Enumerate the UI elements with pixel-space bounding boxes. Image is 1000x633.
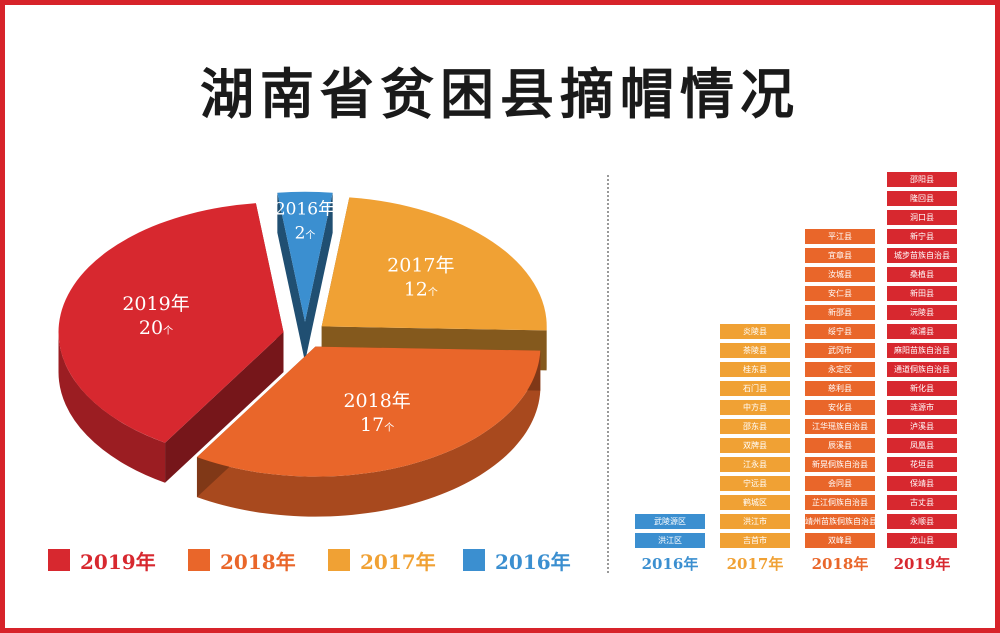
legend-label-2016: 2016年 bbox=[495, 549, 571, 574]
legend-swatch-2016 bbox=[463, 549, 485, 571]
pie-unit-label: 个 bbox=[305, 229, 315, 241]
legend-label-2017: 2017年 bbox=[360, 549, 436, 574]
county-cell: 绥宁县 bbox=[805, 324, 875, 339]
county-cell: 武冈市 bbox=[805, 343, 875, 358]
county-column-year-label: 2019年 bbox=[893, 555, 951, 573]
county-cell: 新宁县 bbox=[887, 229, 957, 244]
pie-slice-2018 bbox=[196, 346, 541, 517]
pie-legend: 2019年 2018年 2017年 2016年 bbox=[48, 543, 588, 577]
county-cell: 邵阳县 bbox=[887, 172, 957, 187]
pie-unit-label: 个 bbox=[163, 325, 173, 337]
legend-swatch-2018 bbox=[188, 549, 210, 571]
county-cell: 邵东县 bbox=[720, 419, 790, 434]
county-cell: 石门县 bbox=[720, 381, 790, 396]
county-cell: 桑植县 bbox=[887, 267, 957, 282]
county-cell: 隆回县 bbox=[887, 191, 957, 206]
legend-item-2019: 2019年 bbox=[48, 543, 156, 577]
county-column-2019: 邵阳县隆回县洞口县新宁县城步苗族自治县 桑植县新田县沅陵县溆浦县麻阳苗族自治县 通道… bbox=[887, 168, 957, 588]
county-cell: 鹤城区 bbox=[720, 495, 790, 510]
county-cell: 平江县 bbox=[805, 229, 875, 244]
county-cell: 会同县 bbox=[805, 476, 875, 491]
pie-cut-face bbox=[277, 192, 305, 362]
county-cell: 炎陵县 bbox=[720, 324, 790, 339]
county-cell: 龙山县 bbox=[887, 533, 957, 548]
county-cell: 麻阳苗族自治县 bbox=[887, 343, 957, 358]
pie-side-wall bbox=[58, 332, 166, 483]
county-column-2016: 武陵源区洪江区 2016年 bbox=[635, 168, 705, 588]
county-cell: 双峰县 bbox=[805, 533, 875, 548]
county-column-year-label: 2018年 bbox=[811, 555, 869, 573]
county-cell: 洪江市 bbox=[720, 514, 790, 529]
pie-slice-2017 bbox=[321, 197, 547, 371]
pie-top-face bbox=[277, 191, 333, 322]
pie-year-label: 2016年 bbox=[275, 199, 335, 219]
county-cell: 慈利县 bbox=[805, 381, 875, 396]
county-cell: 安仁县 bbox=[805, 286, 875, 301]
county-cell: 通道侗族自治县 bbox=[887, 362, 957, 377]
county-cell: 古丈县 bbox=[887, 495, 957, 510]
pie-cut-face bbox=[305, 192, 333, 362]
county-cell: 城步苗族自治县 bbox=[887, 248, 957, 263]
county-cell: 茶陵县 bbox=[720, 343, 790, 358]
legend-label-2019: 2019年 bbox=[80, 549, 156, 574]
county-cell: 芷江侗族自治县 bbox=[805, 495, 875, 510]
county-cell: 洞口县 bbox=[887, 210, 957, 225]
legend-swatch-2017 bbox=[328, 549, 350, 571]
legend-item-2018: 2018年 bbox=[188, 543, 296, 577]
county-cell: 靖州苗族侗族自治县 bbox=[805, 514, 875, 529]
county-cell: 洪江区 bbox=[635, 533, 705, 548]
pie-unit-label: 个 bbox=[428, 286, 438, 298]
county-cell: 新晃侗族自治县 bbox=[805, 457, 875, 472]
county-cell: 双牌县 bbox=[720, 438, 790, 453]
pie-top-face bbox=[196, 346, 541, 477]
pie-year-label: 2019年 bbox=[122, 293, 189, 315]
county-cell: 武陵源区 bbox=[635, 514, 705, 529]
county-cell: 新田县 bbox=[887, 286, 957, 301]
county-cell: 宜章县 bbox=[805, 248, 875, 263]
county-cell: 吉首市 bbox=[720, 533, 790, 548]
county-cell: 江永县 bbox=[720, 457, 790, 472]
pie-top-face bbox=[321, 197, 547, 331]
county-cell: 辰溪县 bbox=[805, 438, 875, 453]
county-cell: 宁远县 bbox=[720, 476, 790, 491]
county-cell: 江华瑶族自治县 bbox=[805, 419, 875, 434]
county-cell: 汝城县 bbox=[805, 267, 875, 282]
county-cell: 溆浦县 bbox=[887, 324, 957, 339]
county-cell: 凤凰县 bbox=[887, 438, 957, 453]
county-column-2017: 炎陵县茶陵县桂东县石门县中方县邵东县双牌县江永县宁远县鹤城区洪江市吉首市 2017… bbox=[720, 168, 790, 588]
pie-year-label: 2017年 bbox=[387, 254, 454, 276]
county-cell: 永顺县 bbox=[887, 514, 957, 529]
county-cell: 涟源市 bbox=[887, 400, 957, 415]
county-cell: 花垣县 bbox=[887, 457, 957, 472]
county-list-chart: 武陵源区洪江区 2016年 炎陵县茶陵县桂东县石门县中方县邵东县双牌县江永县宁远县鹤… bbox=[625, 168, 970, 588]
pie-side-wall bbox=[196, 350, 541, 517]
legend-item-2017: 2017年 bbox=[328, 543, 436, 577]
section-divider bbox=[607, 175, 609, 573]
county-cell: 新化县 bbox=[887, 381, 957, 396]
county-cell: 永定区 bbox=[805, 362, 875, 377]
pie-year-label: 2018年 bbox=[343, 390, 410, 412]
county-column-year-label: 2017年 bbox=[726, 555, 784, 573]
county-cell: 保靖县 bbox=[887, 476, 957, 491]
pie-top-face bbox=[58, 203, 284, 443]
pie-unit-label: 个 bbox=[384, 422, 394, 434]
legend-label-2018: 2018年 bbox=[220, 549, 296, 574]
county-cell: 泸溪县 bbox=[887, 419, 957, 434]
legend-swatch-2019 bbox=[48, 549, 70, 571]
pie-slice-2019 bbox=[58, 203, 284, 483]
county-column-2018: 平江县宜章县汝城县安仁县新邵县绥宁县武冈市永定区慈利县安化县江华瑶族自治县 辰溪县… bbox=[805, 168, 875, 588]
county-cell: 安化县 bbox=[805, 400, 875, 415]
pie-slice-2016 bbox=[277, 191, 333, 362]
county-cell: 沅陵县 bbox=[887, 305, 957, 320]
county-column-year-label: 2016年 bbox=[641, 555, 699, 573]
pie-cut-face bbox=[165, 332, 284, 483]
county-cell: 中方县 bbox=[720, 400, 790, 415]
county-cell: 桂东县 bbox=[720, 362, 790, 377]
legend-item-2016: 2016年 bbox=[463, 543, 571, 577]
county-cell: 新邵县 bbox=[805, 305, 875, 320]
page-title: 湖南省贫困县摘帽情况 bbox=[200, 62, 800, 126]
